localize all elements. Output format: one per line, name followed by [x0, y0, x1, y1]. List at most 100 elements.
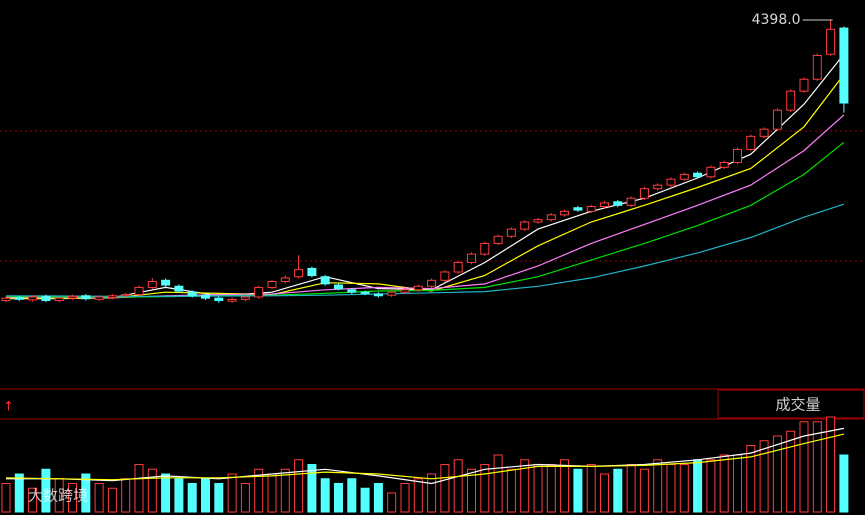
volume-bar	[1, 483, 11, 513]
candle-body	[174, 285, 184, 292]
candle-body	[387, 291, 397, 296]
candle-body	[334, 284, 343, 290]
candle-body	[14, 297, 24, 300]
candle-body	[307, 267, 317, 277]
candle-body	[294, 269, 304, 278]
volume-bar	[600, 473, 609, 513]
candle-body	[267, 280, 277, 288]
candle-body	[134, 286, 144, 296]
arrow-marker: ↑	[3, 400, 14, 415]
volume-bar	[679, 464, 689, 513]
volume-bar	[334, 483, 343, 513]
average-line	[5, 433, 845, 481]
candle-body	[706, 166, 716, 178]
volume-bar	[320, 478, 330, 513]
candle-body	[613, 201, 623, 206]
volume-bar	[227, 473, 237, 513]
volume-bar	[201, 478, 210, 513]
volume-bar	[639, 468, 649, 513]
volume-bar	[506, 468, 516, 513]
price-panel: 4398.0	[1, 12, 849, 303]
volume-bar	[121, 478, 131, 513]
volume-bar	[812, 421, 822, 513]
candle-body	[573, 207, 583, 211]
candle-body	[786, 90, 796, 111]
volume-bar	[733, 454, 742, 513]
candle-body	[520, 221, 530, 230]
volume-bar	[81, 473, 91, 513]
volume-bar	[413, 478, 423, 513]
volume-bar	[493, 454, 503, 513]
volume-bar	[826, 416, 836, 513]
volume-bar	[307, 464, 317, 513]
volume-bar	[560, 459, 570, 513]
candle-body	[586, 206, 596, 212]
candle-body	[147, 280, 157, 288]
volume-bar	[347, 478, 357, 513]
candle-body	[121, 294, 131, 297]
volume-label-box	[717, 389, 865, 419]
average-line	[5, 203, 845, 297]
volume-bar	[373, 483, 383, 513]
volume-bar	[573, 468, 583, 513]
volume-bar	[839, 454, 849, 513]
volume-bar	[240, 483, 250, 513]
volume-bar	[94, 483, 104, 513]
candle-body	[653, 184, 663, 190]
candle-body	[81, 295, 91, 300]
candle-body	[201, 294, 210, 299]
volume-bar	[613, 468, 623, 513]
volume-bar	[14, 473, 24, 513]
volume-panel	[1, 416, 849, 513]
volume-title: 成交量	[775, 396, 820, 414]
candle-body	[746, 135, 756, 150]
volume-bar	[746, 445, 756, 513]
volume-bar	[626, 464, 636, 513]
volume-bar	[187, 483, 197, 513]
volume-bar	[719, 454, 729, 513]
volume-bar	[467, 468, 476, 513]
candle-body	[440, 271, 450, 281]
volume-bar	[533, 464, 543, 513]
candle-body	[772, 109, 782, 130]
candle-body	[480, 242, 490, 255]
candle-body	[41, 295, 51, 302]
candle-body	[719, 162, 729, 168]
candle-body	[626, 197, 636, 206]
volume-bar	[107, 487, 117, 513]
volume-bar	[546, 464, 556, 513]
candle-body	[679, 173, 689, 180]
candle-body	[826, 28, 836, 55]
volume-bar	[427, 473, 437, 513]
candle-body	[360, 291, 370, 294]
candle-body	[467, 253, 476, 263]
volume-bar	[453, 459, 463, 513]
candle-body	[400, 289, 410, 293]
candle-body	[187, 291, 197, 297]
volume-bar	[41, 468, 51, 513]
volume-bar	[174, 478, 184, 513]
candle-body	[546, 214, 556, 221]
average-line	[6, 427, 845, 485]
volume-bar	[161, 473, 171, 513]
candle-body	[373, 293, 383, 297]
volume-bar	[147, 468, 157, 513]
volume-bar	[693, 459, 703, 513]
volume-bar	[214, 483, 224, 513]
volume-bar	[520, 459, 530, 513]
volume-bar	[294, 459, 304, 513]
volume-bar	[267, 473, 277, 513]
candle-body	[227, 298, 237, 302]
volume-bar	[440, 464, 450, 513]
volume-bar	[68, 483, 77, 513]
volume-bar	[772, 435, 782, 513]
volume-bar	[134, 464, 144, 513]
volume-bar	[653, 459, 663, 513]
candle-body	[759, 128, 769, 137]
volume-bar	[586, 464, 596, 513]
candle-body	[799, 78, 809, 92]
volume-bar	[254, 468, 264, 513]
candle-body	[506, 228, 516, 237]
